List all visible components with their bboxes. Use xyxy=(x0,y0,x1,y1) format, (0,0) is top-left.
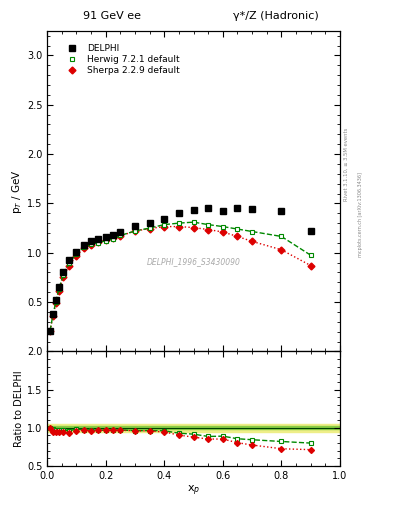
Sherpa 2.2.9 default xyxy=(103,238,108,244)
DELPHI xyxy=(118,229,123,235)
Sherpa 2.2.9 default xyxy=(235,233,240,240)
Herwig 7.2.1 default xyxy=(89,241,94,247)
Sherpa 2.2.9 default xyxy=(48,328,52,334)
Sherpa 2.2.9 default xyxy=(133,228,138,234)
Sherpa 2.2.9 default xyxy=(191,224,196,230)
DELPHI xyxy=(51,311,55,317)
Herwig 7.2.1 default xyxy=(61,272,66,278)
Sherpa 2.2.9 default xyxy=(118,233,123,239)
Herwig 7.2.1 default xyxy=(250,228,255,234)
DELPHI xyxy=(57,284,61,290)
Sherpa 2.2.9 default xyxy=(53,300,58,306)
DELPHI xyxy=(53,297,58,303)
Sherpa 2.2.9 default xyxy=(81,245,86,251)
Text: mcplots.cern.ch [arXiv:1306.3436]: mcplots.cern.ch [arXiv:1306.3436] xyxy=(358,173,363,258)
Sherpa 2.2.9 default xyxy=(51,313,55,319)
Sherpa 2.2.9 default xyxy=(57,288,61,294)
DELPHI xyxy=(176,210,181,217)
Herwig 7.2.1 default xyxy=(103,238,108,244)
Sherpa 2.2.9 default xyxy=(279,247,284,253)
Herwig 7.2.1 default xyxy=(96,240,101,246)
Herwig 7.2.1 default xyxy=(176,220,181,226)
Sherpa 2.2.9 default xyxy=(61,274,66,280)
Sherpa 2.2.9 default xyxy=(162,224,167,230)
Sherpa 2.2.9 default xyxy=(147,225,152,231)
DELPHI xyxy=(220,208,225,215)
Sherpa 2.2.9 default xyxy=(67,263,72,269)
DELPHI xyxy=(191,207,196,214)
DELPHI xyxy=(147,220,152,226)
Y-axis label: Ratio to DELPHI: Ratio to DELPHI xyxy=(14,370,24,447)
DELPHI xyxy=(103,234,108,240)
Herwig 7.2.1 default xyxy=(74,251,79,257)
Herwig 7.2.1 default xyxy=(191,219,196,225)
DELPHI xyxy=(74,249,79,255)
Herwig 7.2.1 default xyxy=(162,222,167,228)
DELPHI xyxy=(279,208,284,215)
Herwig 7.2.1 default xyxy=(111,236,116,242)
Herwig 7.2.1 default xyxy=(48,328,52,334)
Sherpa 2.2.9 default xyxy=(111,236,116,242)
DELPHI xyxy=(133,223,138,229)
Herwig 7.2.1 default xyxy=(147,225,152,231)
Herwig 7.2.1 default xyxy=(118,232,123,239)
Text: 91 GeV ee: 91 GeV ee xyxy=(83,11,141,21)
Bar xyxy=(47,426,340,429)
Herwig 7.2.1 default xyxy=(235,226,240,232)
DELPHI xyxy=(81,242,86,248)
DELPHI xyxy=(308,228,313,234)
Sherpa 2.2.9 default xyxy=(250,238,255,244)
Line: Sherpa 2.2.9 default: Sherpa 2.2.9 default xyxy=(48,224,313,333)
Sherpa 2.2.9 default xyxy=(176,224,181,230)
Sherpa 2.2.9 default xyxy=(220,229,225,235)
Text: Rivet 3.1.10, ≥ 3.5M events: Rivet 3.1.10, ≥ 3.5M events xyxy=(344,127,349,201)
Sherpa 2.2.9 default xyxy=(89,242,94,248)
DELPHI xyxy=(61,269,66,275)
Line: Herwig 7.2.1 default: Herwig 7.2.1 default xyxy=(48,220,313,333)
Legend: DELPHI, Herwig 7.2.1 default, Sherpa 2.2.9 default: DELPHI, Herwig 7.2.1 default, Sherpa 2.2… xyxy=(57,41,183,78)
Herwig 7.2.1 default xyxy=(220,224,225,230)
X-axis label: x$_p$: x$_p$ xyxy=(187,483,200,498)
Herwig 7.2.1 default xyxy=(51,311,55,317)
Line: DELPHI: DELPHI xyxy=(47,205,314,334)
Y-axis label: p$_T$ / GeV: p$_T$ / GeV xyxy=(10,168,24,214)
Herwig 7.2.1 default xyxy=(57,286,61,292)
Herwig 7.2.1 default xyxy=(67,260,72,266)
Text: DELPHI_1996_S3430090: DELPHI_1996_S3430090 xyxy=(147,257,241,266)
Bar xyxy=(47,424,340,432)
Sherpa 2.2.9 default xyxy=(308,263,313,269)
Herwig 7.2.1 default xyxy=(53,298,58,305)
Herwig 7.2.1 default xyxy=(308,252,313,258)
DELPHI xyxy=(89,238,94,244)
Sherpa 2.2.9 default xyxy=(206,226,211,232)
Text: γ*/Z (Hadronic): γ*/Z (Hadronic) xyxy=(233,11,318,21)
DELPHI xyxy=(67,257,72,263)
Sherpa 2.2.9 default xyxy=(74,252,79,259)
DELPHI xyxy=(250,206,255,212)
DELPHI xyxy=(48,328,52,334)
Sherpa 2.2.9 default xyxy=(96,239,101,245)
DELPHI xyxy=(111,232,116,238)
DELPHI xyxy=(235,205,240,211)
Herwig 7.2.1 default xyxy=(279,233,284,240)
Herwig 7.2.1 default xyxy=(133,228,138,234)
DELPHI xyxy=(206,205,211,211)
DELPHI xyxy=(162,216,167,222)
Herwig 7.2.1 default xyxy=(206,222,211,228)
DELPHI xyxy=(96,236,101,242)
Herwig 7.2.1 default xyxy=(81,244,86,250)
